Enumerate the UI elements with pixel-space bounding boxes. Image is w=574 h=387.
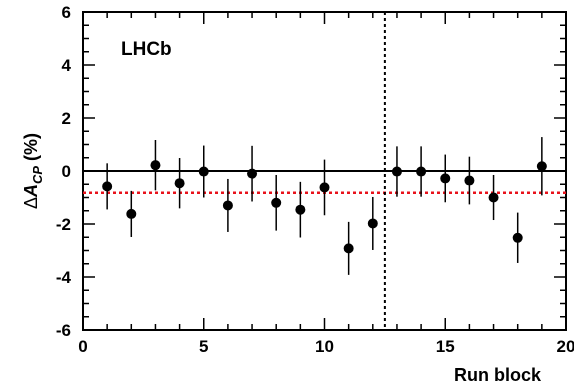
y-tick-label: 2 (62, 109, 71, 128)
data-point (174, 178, 185, 189)
lhcb-label: LHCb (121, 39, 172, 60)
y-axis-title-subscript: CP (30, 166, 45, 184)
data-point (126, 208, 137, 219)
data-point (295, 204, 306, 215)
x-tick-label: 5 (199, 337, 208, 356)
x-axis-title: Run block (454, 365, 542, 385)
y-tick-label: 4 (62, 56, 72, 75)
data-point (367, 218, 378, 229)
data-point (464, 175, 475, 186)
y-axis-title: ΔACP (%) (21, 133, 45, 209)
data-points (102, 137, 547, 275)
y-tick-label: -6 (56, 321, 71, 340)
data-point (488, 192, 499, 203)
data-point (319, 182, 330, 193)
data-point (247, 168, 258, 179)
data-point (440, 173, 451, 184)
axis-ticks: 0 5 10 15 20 -6 -4 -2 0 2 4 6 (56, 3, 574, 356)
data-point (271, 197, 282, 208)
data-point (416, 166, 427, 177)
x-tick-label: 15 (436, 337, 455, 356)
data-point (391, 166, 402, 177)
data-point (536, 161, 547, 172)
y-tick-label: -2 (56, 215, 71, 234)
y-axis-title-a: A (21, 184, 41, 198)
data-point (512, 232, 523, 243)
y-axis-title-delta: Δ (21, 197, 41, 209)
y-axis-title-unit: (%) (21, 133, 41, 166)
data-point (198, 166, 209, 177)
data-point (222, 200, 233, 211)
y-tick-label: 0 (62, 162, 71, 181)
data-point (102, 181, 113, 192)
y-tick-label: -4 (56, 268, 72, 287)
x-tick-label: 10 (315, 337, 334, 356)
x-tick-label: 0 (78, 337, 87, 356)
data-point (150, 160, 161, 171)
data-point (343, 243, 354, 254)
x-tick-label: 20 (557, 337, 574, 356)
y-tick-label: 6 (62, 3, 71, 22)
